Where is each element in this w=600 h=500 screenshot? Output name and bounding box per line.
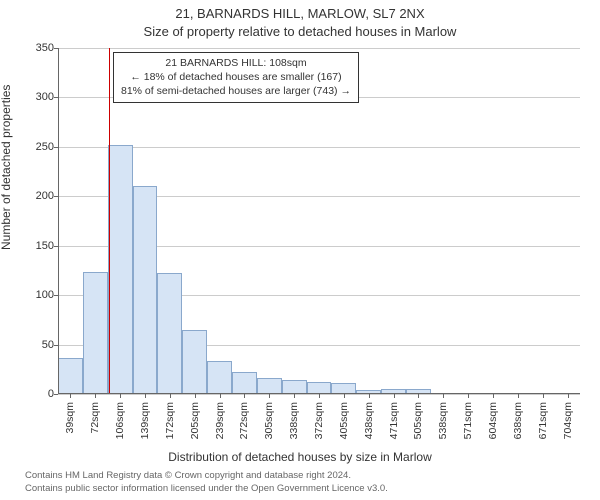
x-tick-label: 338sqm: [288, 402, 300, 439]
annotation-box: 21 BARNARDS HILL: 108sqm ← 18% of detach…: [113, 52, 359, 103]
x-tick: [269, 394, 270, 398]
x-tick: [493, 394, 494, 398]
annotation-line-1: 21 BARNARDS HILL: 108sqm: [121, 56, 351, 70]
property-marker-line: [109, 48, 111, 394]
x-tick: [220, 394, 221, 398]
x-tick: [543, 394, 544, 398]
x-tick-label: 106sqm: [114, 402, 126, 439]
x-tick-label: 571sqm: [462, 402, 474, 439]
x-tick: [518, 394, 519, 398]
x-tick: [344, 394, 345, 398]
histogram-bar: [282, 380, 307, 394]
x-tick: [70, 394, 71, 398]
page-title: 21, BARNARDS HILL, MARLOW, SL7 2NX: [0, 6, 600, 21]
histogram-bar: [182, 330, 207, 394]
x-tick-label: 272sqm: [238, 402, 250, 439]
x-tick: [120, 394, 121, 398]
y-tick-label: 50: [24, 339, 54, 351]
y-tick-label: 300: [24, 91, 54, 103]
x-tick-label: 604sqm: [487, 402, 499, 439]
x-tick: [145, 394, 146, 398]
footnote-line-1: Contains HM Land Registry data © Crown c…: [25, 470, 388, 483]
x-tick-label: 205sqm: [189, 402, 201, 439]
y-tick-label: 0: [24, 388, 54, 400]
x-tick-label: 172sqm: [164, 402, 176, 439]
y-tick-label: 100: [24, 289, 54, 301]
histogram-bar: [133, 186, 158, 394]
x-tick: [394, 394, 395, 398]
histogram-bar: [108, 145, 133, 394]
x-tick: [319, 394, 320, 398]
footnote: Contains HM Land Registry data © Crown c…: [25, 470, 388, 496]
histogram-bar: [207, 361, 232, 394]
x-tick-label: 438sqm: [363, 402, 375, 439]
x-tick: [195, 394, 196, 398]
x-tick-label: 372sqm: [313, 402, 325, 439]
histogram-bar: [257, 378, 282, 394]
y-tick-label: 250: [24, 141, 54, 153]
annotation-line-2: ← 18% of detached houses are smaller (16…: [121, 70, 351, 84]
y-tick-label: 150: [24, 240, 54, 252]
x-tick: [294, 394, 295, 398]
x-tick-label: 671sqm: [537, 402, 549, 439]
histogram-bar: [232, 372, 257, 394]
histogram-bar: [157, 273, 182, 394]
x-tick: [170, 394, 171, 398]
x-tick-label: 405sqm: [338, 402, 350, 439]
page-subtitle: Size of property relative to detached ho…: [0, 24, 600, 39]
histogram-bar: [83, 272, 108, 394]
y-ticks: 050100150200250300350: [24, 48, 58, 394]
x-tick-label: 139sqm: [139, 402, 151, 439]
y-axis-line: [58, 48, 59, 394]
x-tick-label: 239sqm: [214, 402, 226, 439]
y-axis-label: Number of detached properties: [0, 85, 13, 250]
x-tick-label: 638sqm: [512, 402, 524, 439]
footnote-line-2: Contains public sector information licen…: [25, 483, 388, 496]
x-tick: [244, 394, 245, 398]
x-tick-label: 305sqm: [263, 402, 275, 439]
x-tick-label: 538sqm: [437, 402, 449, 439]
x-tick: [568, 394, 569, 398]
x-ticks: 39sqm 72sqm 106sqm 139sqm 172sqm 205sqm 239sqm…: [58, 394, 580, 444]
y-tick-label: 350: [24, 42, 54, 54]
x-tick-label: 39sqm: [64, 402, 76, 434]
x-tick-label: 704sqm: [562, 402, 574, 439]
plot-area: 21 BARNARDS HILL: 108sqm ← 18% of detach…: [58, 48, 580, 394]
y-tick-label: 200: [24, 190, 54, 202]
x-tick: [418, 394, 419, 398]
x-tick: [369, 394, 370, 398]
x-tick-label: 72sqm: [89, 402, 101, 434]
annotation-line-3: 81% of semi-detached houses are larger (…: [121, 84, 351, 98]
x-tick: [95, 394, 96, 398]
x-tick: [468, 394, 469, 398]
x-axis-label: Distribution of detached houses by size …: [0, 450, 600, 464]
x-tick-label: 471sqm: [388, 402, 400, 439]
x-tick: [443, 394, 444, 398]
histogram-bar: [58, 358, 83, 394]
chart-container: 21, BARNARDS HILL, MARLOW, SL7 2NX Size …: [0, 0, 600, 500]
x-tick-label: 505sqm: [412, 402, 424, 439]
